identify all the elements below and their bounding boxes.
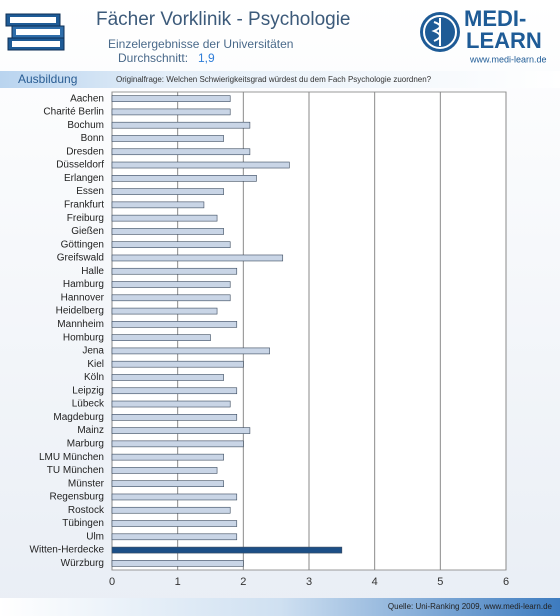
y-tick-label: Erlangen <box>64 173 104 184</box>
y-tick-label: Mannheim <box>57 319 104 330</box>
x-tick-label: 4 <box>372 576 378 588</box>
books-icon <box>5 13 65 51</box>
bar <box>111 414 238 421</box>
bar <box>111 307 218 315</box>
bar <box>111 560 244 567</box>
bar <box>111 427 251 434</box>
y-tick-label: Greifswald <box>57 253 104 264</box>
y-tick-label: Bonn <box>81 133 104 144</box>
bar <box>111 188 224 195</box>
y-tick-label: Homburg <box>63 332 104 343</box>
y-tick-label: LMU München <box>39 452 104 463</box>
chart-title: Fächer Vorklinik - Psychologie <box>96 9 351 30</box>
y-tick-label: Magdeburg <box>53 412 104 423</box>
y-tick-label: Regensburg <box>50 492 104 503</box>
bar <box>111 214 218 222</box>
y-tick-label: Tübingen <box>62 518 104 529</box>
y-tick-label: TU München <box>47 465 104 476</box>
x-tick-label: 0 <box>109 576 115 588</box>
bar <box>111 493 238 501</box>
x-tick-label: 1 <box>175 576 181 588</box>
bar <box>111 175 257 182</box>
y-tick-label: Gießen <box>71 226 104 237</box>
y-tick-label: Witten-Herdecke <box>30 545 105 556</box>
bar <box>111 520 238 527</box>
bar <box>111 294 231 302</box>
y-tick-label: Aachen <box>70 93 104 104</box>
bar <box>111 241 231 248</box>
y-tick-label: Ulm <box>86 531 104 542</box>
y-tick-label: Münster <box>68 478 105 489</box>
bar <box>111 467 218 474</box>
bar <box>111 334 211 341</box>
x-tick-label: 5 <box>437 576 443 588</box>
question: Originalfrage: Welchen Schwierigkeitsgra… <box>116 75 432 84</box>
y-tick-label: Dresden <box>66 146 104 157</box>
logo-bottom: LEARN <box>466 28 542 53</box>
footer-band <box>0 598 560 616</box>
average-label: Durchschnitt: <box>118 51 188 65</box>
y-tick-label: Heidelberg <box>56 306 104 317</box>
bar <box>111 201 205 209</box>
y-tick-label: Rostock <box>68 505 105 516</box>
bar <box>111 161 290 169</box>
y-tick-label: Essen <box>76 186 104 197</box>
logo: MEDI- LEARN www.medi-learn.de <box>420 6 547 64</box>
bar <box>111 440 244 448</box>
y-tick-label: Jena <box>82 346 104 357</box>
average-value: 1,9 <box>198 51 215 65</box>
bar <box>111 321 238 328</box>
section-label: Ausbildung <box>18 72 77 86</box>
section-band <box>0 71 560 88</box>
x-tick-label: 3 <box>306 576 312 588</box>
y-tick-label: Halle <box>81 266 104 277</box>
bar <box>111 148 251 156</box>
bar <box>111 546 343 554</box>
y-tick-label: Marburg <box>67 439 104 450</box>
x-tick-label: 2 <box>240 576 246 588</box>
bar <box>111 254 284 262</box>
y-tick-label: Würzburg <box>61 558 104 569</box>
bar <box>111 281 231 288</box>
y-tick-label: Bochum <box>67 120 104 131</box>
bar <box>111 533 238 541</box>
bar <box>111 374 224 381</box>
bar <box>111 347 270 355</box>
y-tick-label: Mainz <box>77 425 104 436</box>
y-tick-label: Leipzig <box>72 385 104 396</box>
bar <box>111 95 231 102</box>
subtitle: Einzelergebnisse der Universitäten <box>108 37 293 51</box>
y-tick-label: Charité Berlin <box>43 107 104 118</box>
logo-url: www.medi-learn.de <box>469 54 547 64</box>
y-tick-label: Kiel <box>87 359 104 370</box>
y-tick-label: Lübeck <box>72 399 105 410</box>
bar <box>111 453 224 461</box>
y-tick-label: Düsseldorf <box>56 160 104 171</box>
x-tick-label: 6 <box>503 576 509 588</box>
y-tick-label: Köln <box>84 372 104 383</box>
y-tick-label: Hamburg <box>63 279 104 290</box>
bar <box>111 387 238 395</box>
logo-top: MEDI- <box>464 6 526 31</box>
bar <box>111 135 224 142</box>
bar <box>111 108 231 116</box>
bar <box>111 360 244 368</box>
y-tick-label: Frankfurt <box>64 200 104 211</box>
y-tick-label: Hannover <box>61 292 105 303</box>
y-tick-label: Göttingen <box>61 239 104 250</box>
bar <box>111 480 224 487</box>
bar <box>111 267 238 275</box>
bar <box>111 228 224 235</box>
bar <box>111 506 231 514</box>
bar <box>111 121 251 129</box>
source: Quelle: Uni-Ranking 2009, www.medi-learn… <box>388 602 553 611</box>
y-tick-label: Freiburg <box>67 213 104 224</box>
bar <box>111 400 231 408</box>
